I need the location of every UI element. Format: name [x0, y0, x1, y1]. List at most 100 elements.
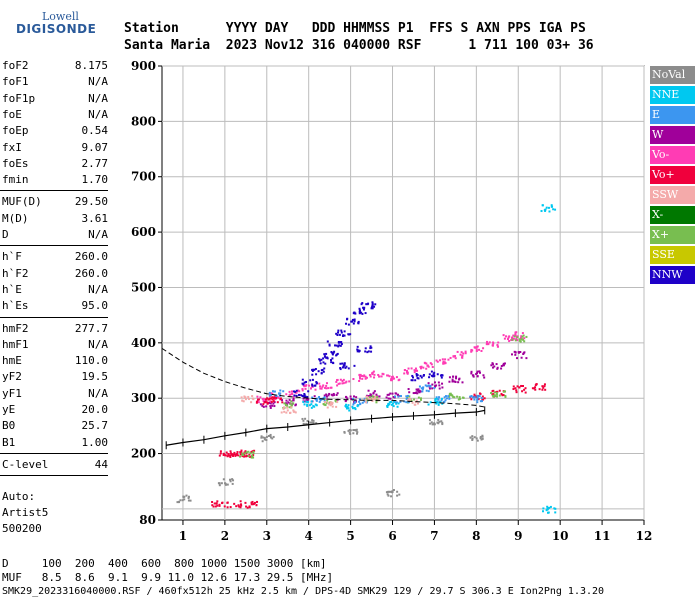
- echo-point: [325, 352, 328, 355]
- echo-point: [303, 381, 306, 384]
- echo-point: [522, 334, 525, 337]
- param-value: 1.70: [81, 173, 109, 187]
- echo-point: [395, 376, 398, 379]
- echo-point: [493, 365, 496, 368]
- echo-point: [318, 396, 321, 399]
- echo-point: [437, 418, 440, 421]
- echo-point: [281, 399, 284, 402]
- echo-point: [271, 404, 274, 407]
- echo-point: [456, 395, 459, 398]
- echo-point: [224, 482, 227, 485]
- echo-point: [486, 342, 489, 345]
- echo-point: [232, 453, 235, 456]
- echo-point: [227, 454, 230, 457]
- echo-point: [390, 495, 393, 498]
- param-value: 29.50: [74, 195, 108, 209]
- echo-point: [285, 399, 288, 402]
- echo-point: [445, 397, 448, 400]
- echo-point: [442, 401, 445, 404]
- echo-point: [428, 373, 431, 376]
- echo-point: [320, 387, 323, 390]
- echo-point: [419, 390, 422, 393]
- echo-point: [387, 494, 390, 497]
- echo-point: [315, 373, 318, 376]
- echo-point: [326, 398, 329, 401]
- echo-point: [452, 375, 455, 378]
- echo-point: [410, 399, 413, 402]
- echo-point: [502, 390, 505, 393]
- echo-point: [422, 374, 425, 377]
- echo-point: [310, 403, 313, 406]
- param-row: B0 25.7: [2, 418, 108, 434]
- echo-point: [343, 362, 346, 365]
- echo-point: [478, 370, 481, 373]
- echo-point: [226, 483, 229, 486]
- echo-point: [250, 503, 253, 506]
- echo-point: [257, 401, 260, 404]
- echo-point: [247, 455, 250, 458]
- echo-point: [269, 436, 272, 439]
- echo-point: [240, 396, 243, 399]
- echo-point: [512, 337, 515, 340]
- echo-point: [534, 388, 537, 391]
- echo-point: [356, 348, 359, 351]
- echo-point: [491, 344, 494, 347]
- param-separator: [0, 245, 108, 247]
- echo-point: [492, 389, 495, 392]
- echo-point: [306, 395, 309, 398]
- echo-point: [358, 312, 361, 315]
- echo-point: [355, 429, 358, 432]
- echo-point: [229, 506, 232, 509]
- echo-point: [448, 394, 451, 397]
- echo-point: [315, 381, 318, 384]
- echo-point: [229, 480, 232, 483]
- echo-point: [481, 435, 484, 438]
- echo-point: [322, 397, 325, 400]
- echo-point: [351, 318, 354, 321]
- echo-point: [378, 375, 381, 378]
- echo-point: [482, 347, 485, 350]
- echo-point: [492, 363, 495, 366]
- echo-point: [495, 363, 498, 366]
- echo-point: [318, 400, 321, 403]
- echo-point: [461, 354, 464, 357]
- echo-point: [273, 396, 276, 399]
- param-value: 9.07: [81, 140, 109, 154]
- echo-point: [547, 507, 550, 510]
- x-tick-label: 2: [221, 529, 229, 543]
- echo-point: [330, 402, 333, 405]
- echo-point: [283, 406, 286, 409]
- echo-point: [431, 375, 434, 378]
- echo-point: [483, 376, 486, 379]
- logo-line-1: Lowell: [42, 10, 79, 23]
- echo-point: [333, 350, 336, 353]
- y-tick-label: 500: [131, 280, 156, 294]
- echo-point: [325, 402, 328, 405]
- echo-point: [181, 499, 184, 502]
- echo-point: [370, 307, 373, 310]
- echo-point: [344, 366, 347, 369]
- echo-point: [335, 393, 338, 396]
- echo-point: [177, 501, 180, 504]
- echo-point: [391, 402, 394, 405]
- echo-point: [303, 385, 306, 388]
- echo-point: [368, 395, 371, 398]
- param-label: hmE: [2, 354, 22, 368]
- echo-point: [392, 489, 395, 492]
- echo-point: [309, 421, 312, 424]
- logo-line-2: DIGISONDE: [16, 22, 97, 36]
- echo-point: [251, 500, 254, 503]
- echo-point: [371, 301, 374, 304]
- echo-point: [256, 395, 259, 398]
- echo-point: [366, 351, 369, 354]
- echo-point: [439, 359, 442, 362]
- echo-point: [520, 384, 523, 387]
- echo-point: [407, 388, 410, 391]
- echo-point: [515, 389, 518, 392]
- echo-point: [481, 400, 484, 403]
- echo-point: [323, 394, 326, 397]
- echo-point: [371, 395, 374, 398]
- echo-point: [292, 399, 295, 402]
- echo-point: [343, 364, 346, 367]
- echo-point: [345, 399, 348, 402]
